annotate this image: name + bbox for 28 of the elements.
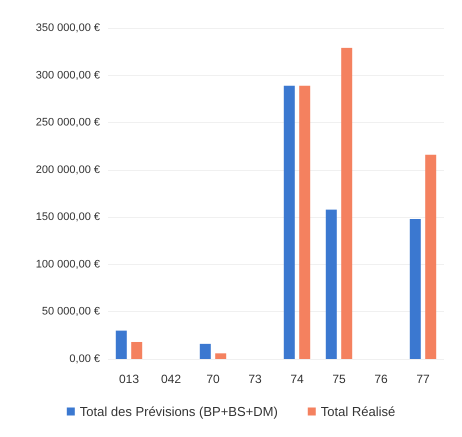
x-tick-label: 73 bbox=[248, 372, 262, 386]
legend-label: Total des Prévisions (BP+BS+DM) bbox=[80, 404, 278, 419]
y-tick-label: 250 000,00 € bbox=[36, 116, 100, 129]
x-tick-label: 75 bbox=[332, 372, 346, 386]
y-tick-label: 150 000,00 € bbox=[36, 211, 100, 224]
x-tick-label: 76 bbox=[374, 372, 388, 386]
bar bbox=[341, 48, 352, 359]
x-tick-label: 013 bbox=[118, 372, 140, 386]
bar bbox=[116, 330, 127, 359]
x-tick-label: 042 bbox=[160, 372, 182, 386]
y-tick-label: 300 000,00 € bbox=[36, 69, 100, 82]
legend-label: Total Réalisé bbox=[320, 404, 396, 419]
bar bbox=[131, 342, 142, 359]
y-tick-label: 200 000,00 € bbox=[36, 164, 100, 176]
bar bbox=[200, 344, 211, 359]
bar bbox=[326, 210, 337, 359]
bar bbox=[284, 86, 295, 359]
x-tick-label: 74 bbox=[290, 372, 304, 386]
y-tick-label: 350 000,00 € bbox=[36, 22, 100, 34]
bar bbox=[410, 219, 421, 359]
x-tick-label: 77 bbox=[416, 372, 430, 386]
bar bbox=[299, 86, 310, 359]
bar bbox=[215, 353, 226, 359]
x-tick-label: 70 bbox=[206, 372, 220, 386]
y-tick-label: 0,00 € bbox=[69, 353, 100, 365]
y-tick-label: 100 000,00 € bbox=[36, 258, 100, 270]
bar bbox=[425, 154, 436, 359]
y-tick-label: 50 000,00 € bbox=[42, 306, 100, 318]
